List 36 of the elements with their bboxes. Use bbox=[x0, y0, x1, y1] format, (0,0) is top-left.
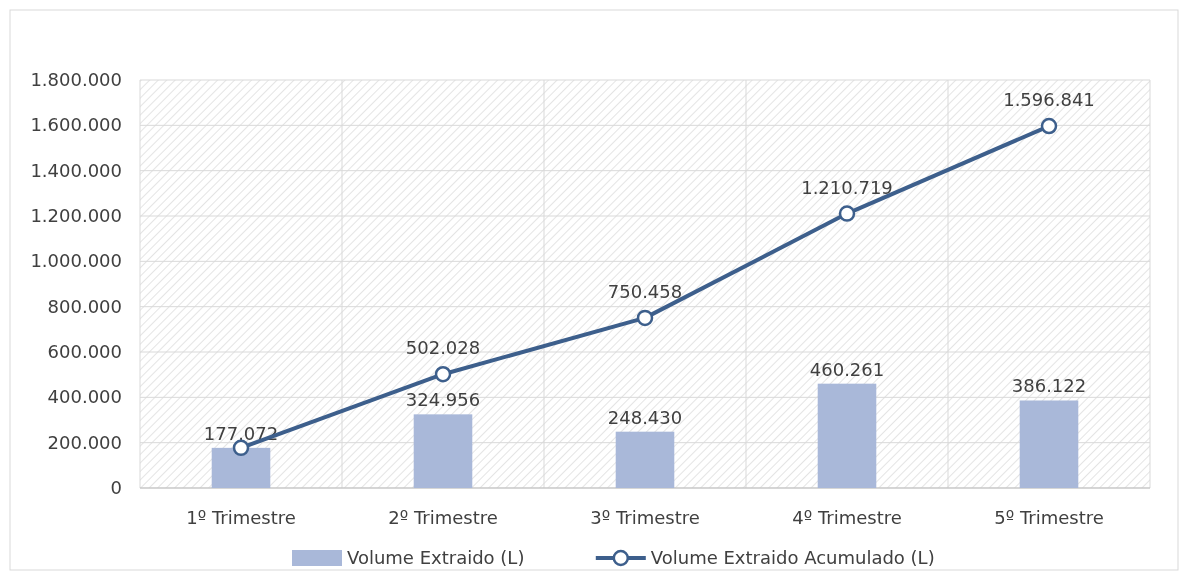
x-tick-label: 5º Trimestre bbox=[994, 507, 1104, 528]
y-tick-label: 800.000 bbox=[47, 295, 122, 317]
x-tick-label: 4º Trimestre bbox=[792, 507, 902, 528]
y-tick-label: 1.000.000 bbox=[30, 250, 122, 272]
point bbox=[1040, 117, 1058, 135]
data-label: 460.261 bbox=[809, 358, 885, 380]
bar bbox=[211, 447, 271, 488]
data-label: 502.028 bbox=[405, 337, 481, 359]
x-tick-label: 3º Trimestre bbox=[590, 507, 700, 528]
bar bbox=[1019, 400, 1079, 488]
data-label: 324.956 bbox=[405, 389, 481, 411]
point bbox=[636, 309, 654, 327]
bar bbox=[817, 383, 877, 488]
point bbox=[838, 205, 856, 222]
data-label: 1.596.841 bbox=[1003, 89, 1095, 111]
data-label: 386.122 bbox=[1011, 375, 1087, 397]
x-tick-label: 2º Trimestre bbox=[388, 507, 498, 528]
data-label: 1.210.719 bbox=[801, 176, 893, 198]
y-tick-label: 1.200.000 bbox=[30, 205, 122, 226]
y-tick-label: 200.000 bbox=[47, 431, 122, 453]
legend-label: Volume Extraido (L) bbox=[347, 547, 525, 568]
y-tick-label: 1.800.000 bbox=[30, 69, 122, 90]
y-tick-label: 1.600.000 bbox=[30, 114, 122, 136]
x-tick-label: 1º Trimestre bbox=[186, 507, 296, 528]
legend-label: Volume Extraido Acumulado (L) bbox=[650, 547, 935, 568]
y-tick-label: 600.000 bbox=[47, 341, 122, 362]
bar bbox=[615, 431, 675, 488]
y-tick-label: 1.400.000 bbox=[30, 159, 122, 181]
y-tick-label: 0 bbox=[110, 477, 122, 498]
point bbox=[434, 365, 452, 383]
bar bbox=[413, 414, 473, 488]
data-label: 750.458 bbox=[607, 280, 683, 302]
point bbox=[232, 439, 250, 457]
data-label: 248.430 bbox=[607, 406, 683, 428]
data-label: 177.072 bbox=[203, 422, 279, 444]
y-tick-label: 400.000 bbox=[47, 386, 122, 408]
